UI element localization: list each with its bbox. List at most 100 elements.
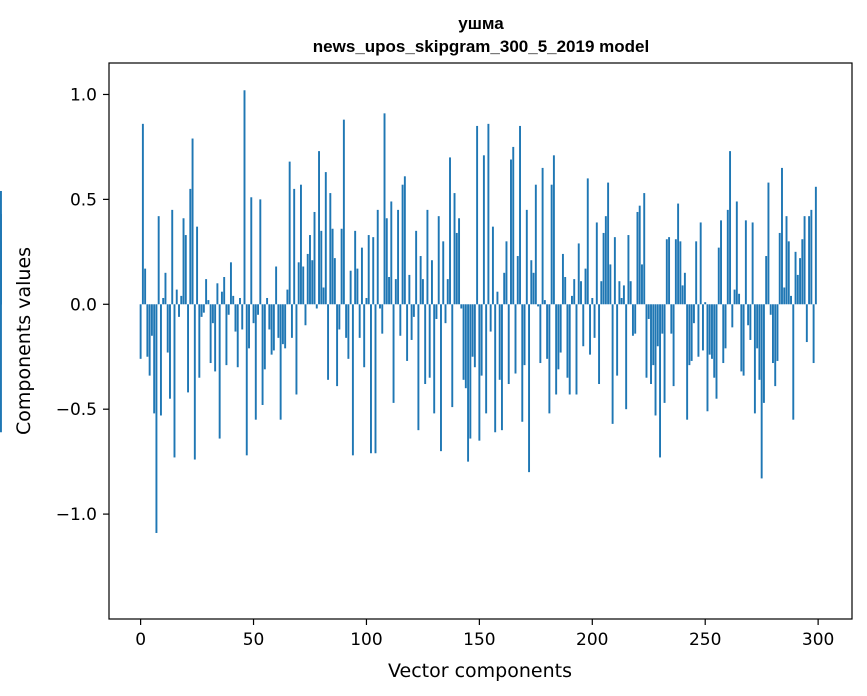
bar xyxy=(532,272,535,305)
bar xyxy=(207,300,210,305)
bar xyxy=(485,304,488,414)
bar xyxy=(543,300,546,305)
bar xyxy=(652,304,655,366)
bar xyxy=(613,237,616,305)
bar xyxy=(397,209,400,305)
bar xyxy=(641,264,643,305)
bar xyxy=(482,155,485,305)
bar xyxy=(288,161,291,305)
x-tick-label: 100 xyxy=(350,630,382,650)
bar xyxy=(322,287,325,305)
x-tick-label: 150 xyxy=(463,630,495,650)
bar xyxy=(270,304,273,355)
bar xyxy=(223,277,226,305)
bar xyxy=(568,304,571,395)
bar xyxy=(333,258,336,305)
bar xyxy=(747,304,750,326)
bar xyxy=(455,232,458,305)
bar xyxy=(252,304,255,324)
bar xyxy=(480,304,483,376)
bar xyxy=(263,304,266,370)
bar xyxy=(618,281,621,305)
bar xyxy=(374,304,377,454)
bar xyxy=(695,241,698,305)
bar xyxy=(744,220,747,305)
bar xyxy=(268,304,271,330)
bar xyxy=(498,304,501,380)
bar xyxy=(668,237,671,305)
bar xyxy=(202,304,205,313)
bar xyxy=(607,182,610,305)
bar xyxy=(672,304,675,387)
bar xyxy=(697,304,700,357)
bar xyxy=(701,304,704,351)
x-tick-label: 200 xyxy=(576,630,608,650)
bar xyxy=(711,304,713,359)
bar xyxy=(489,304,492,332)
bar xyxy=(239,297,241,305)
bar xyxy=(347,304,350,359)
bar xyxy=(406,304,409,361)
bar xyxy=(0,304,2,433)
bar xyxy=(372,237,375,305)
x-tick-label: 0 xyxy=(135,630,146,650)
bar xyxy=(620,297,623,305)
bar xyxy=(225,304,228,366)
bar xyxy=(363,304,366,368)
bar xyxy=(187,304,189,393)
bar xyxy=(381,304,384,334)
bar xyxy=(812,304,815,364)
bar xyxy=(218,304,221,439)
bar xyxy=(643,193,646,305)
bar xyxy=(561,253,564,305)
bar xyxy=(388,277,390,305)
bar xyxy=(550,184,553,305)
bar xyxy=(365,297,368,305)
bar xyxy=(767,182,770,305)
bar xyxy=(166,304,169,353)
bar xyxy=(254,304,257,420)
bar xyxy=(622,285,625,305)
bar xyxy=(198,304,201,378)
bar xyxy=(266,297,269,305)
bar xyxy=(600,281,603,305)
bar xyxy=(358,304,361,338)
bar xyxy=(573,279,576,305)
bar xyxy=(580,281,582,305)
y-tick-label: −0.5 xyxy=(56,400,97,420)
bar xyxy=(290,304,293,338)
bar xyxy=(787,241,790,305)
bar xyxy=(453,193,456,305)
bar xyxy=(205,279,208,305)
x-tick-label: 300 xyxy=(802,630,834,650)
bar xyxy=(557,304,560,370)
bar xyxy=(625,304,628,410)
bar xyxy=(555,304,558,395)
bar xyxy=(424,304,427,385)
bar xyxy=(351,304,354,456)
bar xyxy=(178,304,180,317)
bar xyxy=(297,262,300,305)
bar xyxy=(214,304,217,372)
bar xyxy=(778,232,781,305)
bar xyxy=(679,241,682,305)
bar xyxy=(399,304,402,336)
bar xyxy=(327,304,330,380)
bar xyxy=(313,211,316,305)
bar xyxy=(403,176,406,305)
bar xyxy=(602,232,605,305)
bar xyxy=(390,201,393,305)
bar xyxy=(286,289,289,305)
bar xyxy=(295,304,298,395)
bar xyxy=(159,304,162,416)
bar xyxy=(440,304,442,452)
bar xyxy=(738,293,741,305)
bar xyxy=(762,304,765,403)
bar xyxy=(753,304,756,414)
bar xyxy=(144,268,147,305)
bar xyxy=(740,304,743,372)
bar xyxy=(379,304,381,309)
bar xyxy=(309,235,311,305)
bar xyxy=(735,201,738,305)
bar xyxy=(320,230,323,305)
